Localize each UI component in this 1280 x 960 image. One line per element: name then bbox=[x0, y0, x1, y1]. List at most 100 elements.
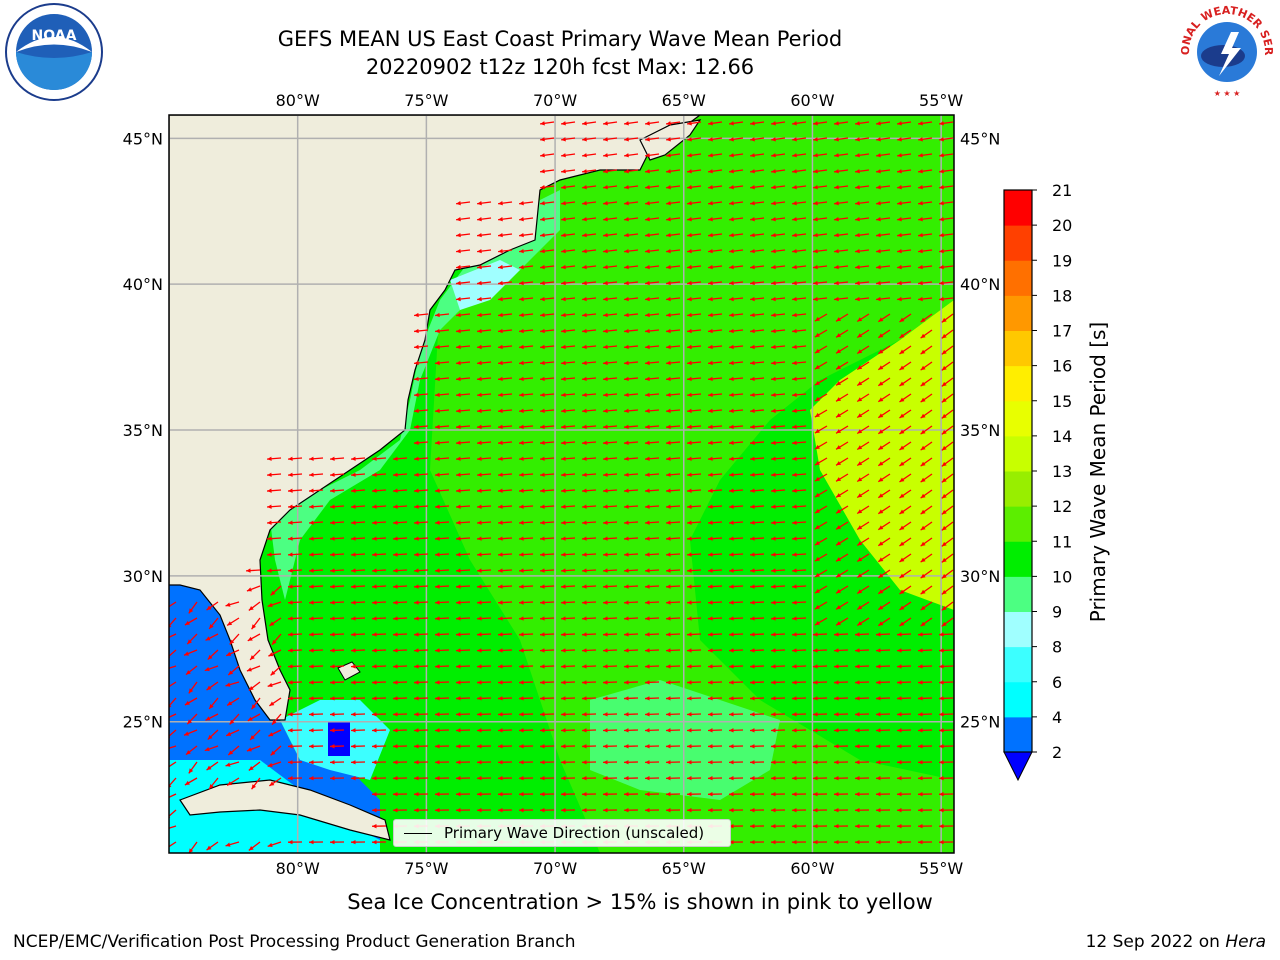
wave-arrow bbox=[708, 280, 723, 286]
wave-arrow bbox=[896, 744, 912, 749]
wave-arrow bbox=[835, 521, 849, 530]
wave-arrow bbox=[877, 617, 891, 627]
footer-machine: Hera bbox=[1225, 932, 1266, 952]
wave-arrow bbox=[644, 472, 660, 477]
wave-arrow bbox=[308, 616, 324, 621]
colorbar-segment bbox=[1004, 330, 1032, 367]
wave-arrow bbox=[603, 264, 618, 270]
wave-arrow bbox=[602, 568, 618, 573]
wave-arrow bbox=[581, 520, 597, 525]
wave-arrow bbox=[749, 568, 765, 573]
wave-arrow bbox=[287, 632, 303, 637]
wave-arrow bbox=[791, 632, 807, 637]
wave-arrow bbox=[603, 201, 618, 206]
wave-arrow bbox=[728, 696, 744, 701]
wave-arrow bbox=[227, 745, 240, 756]
wave-arrow bbox=[249, 729, 261, 741]
wave-arrow bbox=[329, 488, 345, 493]
wave-arrow bbox=[561, 360, 576, 366]
wave-arrow bbox=[308, 712, 324, 717]
wave-arrow bbox=[308, 520, 324, 525]
wave-arrow bbox=[371, 792, 387, 797]
wave-arrow bbox=[371, 839, 387, 845]
wave-arrow bbox=[518, 776, 534, 781]
wave-arrow bbox=[665, 808, 681, 813]
wave-arrow bbox=[897, 296, 912, 302]
colorbar-tick-label: 12 bbox=[1052, 497, 1072, 516]
wave-arrow bbox=[392, 504, 408, 509]
wave-arrow bbox=[792, 137, 807, 142]
wave-arrow bbox=[897, 185, 912, 190]
longitude-label: 80°W bbox=[276, 91, 320, 110]
wave-arrow bbox=[186, 713, 198, 725]
wave-arrow bbox=[666, 328, 681, 334]
wave-arrow bbox=[686, 616, 702, 621]
wave-arrow bbox=[644, 728, 660, 733]
wave-arrow bbox=[392, 728, 408, 733]
longitude-label: 70°W bbox=[533, 91, 577, 110]
wave-arrow bbox=[623, 552, 639, 557]
wave-arrow bbox=[749, 696, 765, 701]
wave-arrow bbox=[854, 632, 870, 637]
wave-arrow bbox=[728, 760, 744, 765]
wave-arrow bbox=[920, 585, 933, 595]
wave-arrow bbox=[561, 328, 576, 334]
wave-arrow bbox=[477, 201, 492, 206]
wave-arrow bbox=[308, 504, 324, 509]
wave-arrow bbox=[686, 584, 702, 589]
wave-arrow bbox=[835, 489, 849, 498]
wave-arrow bbox=[687, 153, 702, 158]
wave-arrow bbox=[835, 329, 849, 338]
wave-arrow bbox=[941, 393, 954, 403]
wave-arrow bbox=[246, 745, 261, 752]
wave-arrow bbox=[624, 232, 639, 238]
wave-arrow bbox=[687, 217, 702, 222]
wave-arrow bbox=[602, 552, 618, 557]
wave-arrow bbox=[812, 760, 828, 765]
wave-arrow bbox=[854, 792, 870, 797]
wave-arrow bbox=[791, 536, 807, 541]
wave-arrow bbox=[856, 441, 870, 451]
wave-arrow bbox=[918, 121, 933, 126]
footer-credit: NCEP/EMC/Verification Post Processing Pr… bbox=[13, 932, 576, 952]
wave-arrow bbox=[687, 264, 702, 270]
wave-arrow bbox=[941, 329, 954, 339]
wave-arrow bbox=[582, 153, 597, 158]
wave-arrow bbox=[896, 823, 912, 829]
wave-arrow bbox=[206, 681, 219, 691]
wave-arrow bbox=[560, 600, 576, 605]
wave-arrow bbox=[729, 312, 744, 318]
wave-arrow bbox=[624, 185, 639, 190]
wave-arrow bbox=[413, 392, 429, 398]
wave-arrow bbox=[392, 664, 408, 669]
wave-arrow bbox=[835, 617, 849, 626]
wave-arrow bbox=[896, 760, 912, 765]
wave-arrow bbox=[834, 121, 849, 126]
wave-arrow bbox=[687, 312, 702, 318]
wave-arrow bbox=[186, 633, 198, 645]
wave-arrow bbox=[204, 665, 219, 672]
wave-arrow bbox=[308, 744, 324, 749]
wave-arrow bbox=[686, 488, 702, 493]
cuba-land bbox=[179, 779, 391, 841]
wave-arrow bbox=[287, 664, 303, 669]
wave-arrow bbox=[455, 520, 471, 525]
wave-arrow bbox=[729, 169, 744, 174]
wave-arrow bbox=[835, 377, 849, 386]
wave-arrow bbox=[686, 664, 702, 669]
wave-arrow bbox=[582, 232, 597, 238]
wave-arrow bbox=[708, 153, 723, 158]
wave-arrow bbox=[560, 504, 576, 509]
wave-arrow bbox=[602, 520, 618, 525]
wave-arrow bbox=[644, 552, 660, 557]
wave-arrow bbox=[687, 328, 702, 334]
wave-arrow bbox=[392, 696, 408, 701]
wave-arrow bbox=[918, 185, 933, 190]
wave-arrow bbox=[877, 313, 891, 323]
wave-arrow bbox=[518, 792, 534, 797]
wave-arrow bbox=[581, 440, 597, 445]
wave-arrow bbox=[897, 201, 912, 206]
wave-arrow bbox=[308, 632, 324, 637]
wave-arrow bbox=[208, 697, 219, 710]
wave-arrow bbox=[497, 632, 513, 637]
